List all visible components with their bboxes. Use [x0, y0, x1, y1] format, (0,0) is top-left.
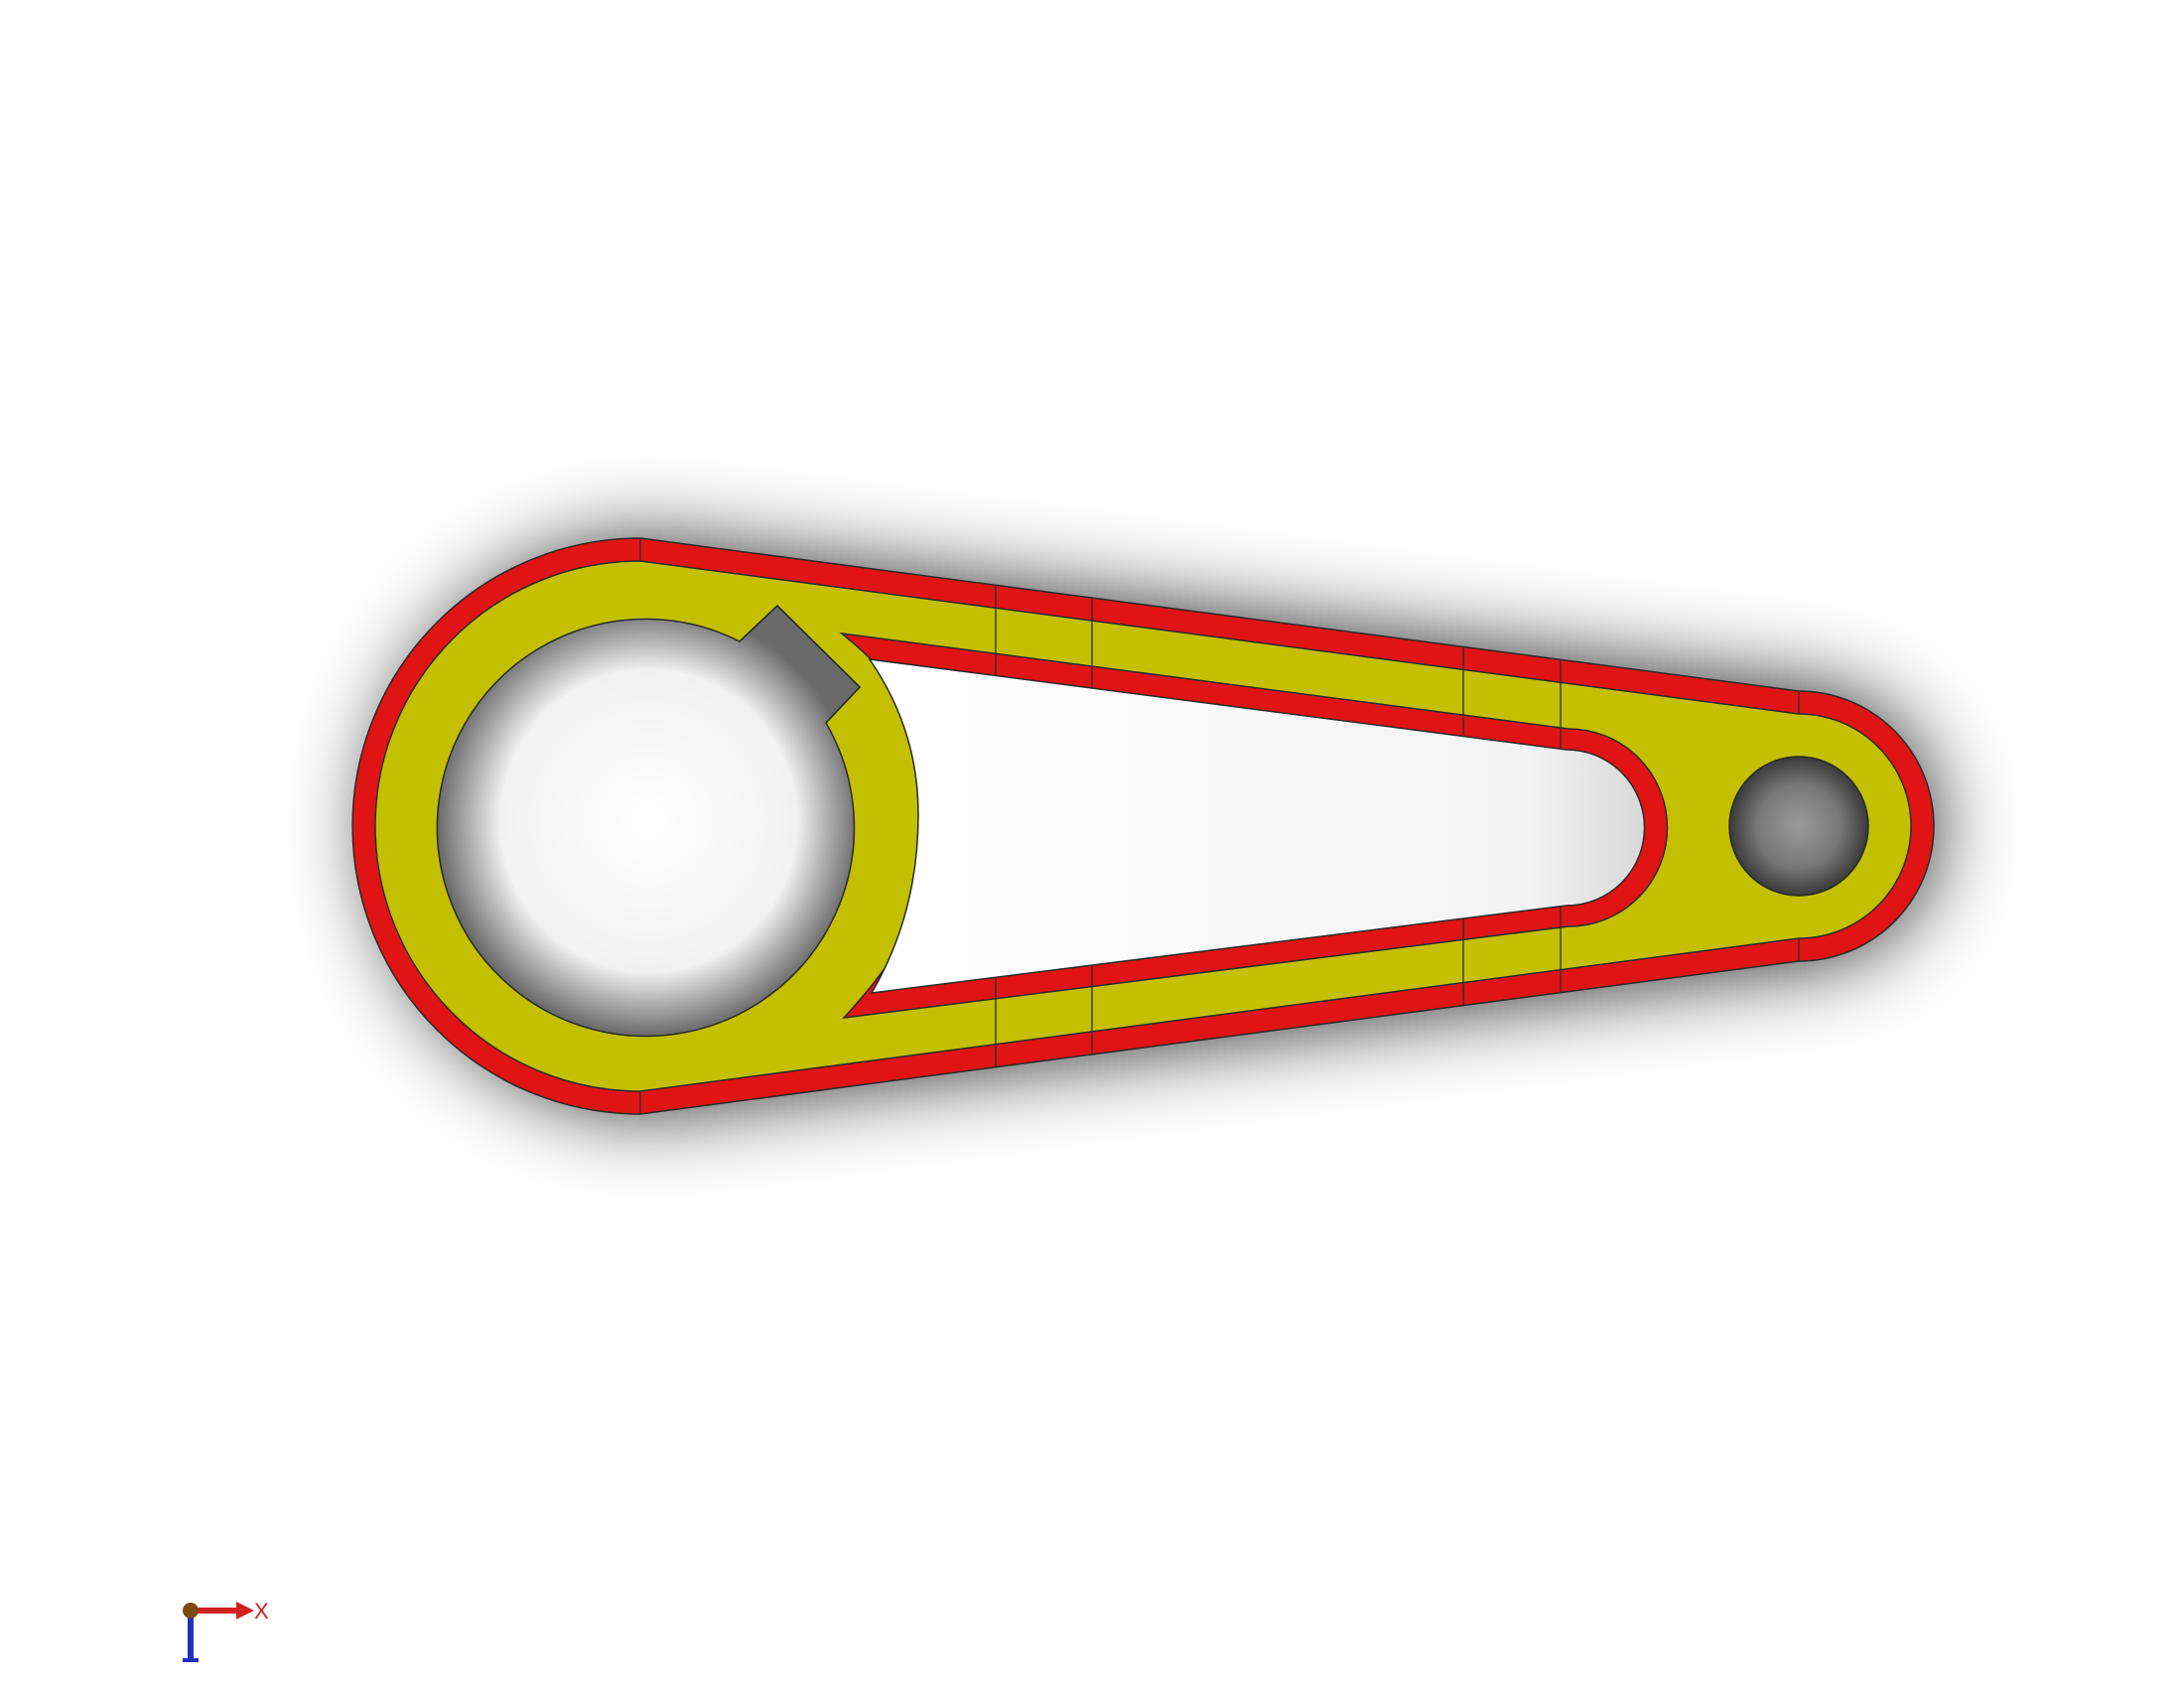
x-axis-label: X: [254, 1599, 269, 1623]
crank-arm-part-icon[interactable]: [351, 537, 1935, 1115]
origin-icon: [183, 1603, 199, 1618]
keyway-icon[interactable]: [739, 604, 862, 724]
coordinate-triad: X: [183, 1599, 269, 1662]
slot-cutout-icon[interactable]: [868, 658, 1646, 994]
small-bore-icon[interactable]: [1728, 756, 1869, 897]
tangent-edges: [639, 538, 1800, 1114]
large-bore-icon[interactable]: [436, 604, 862, 1038]
